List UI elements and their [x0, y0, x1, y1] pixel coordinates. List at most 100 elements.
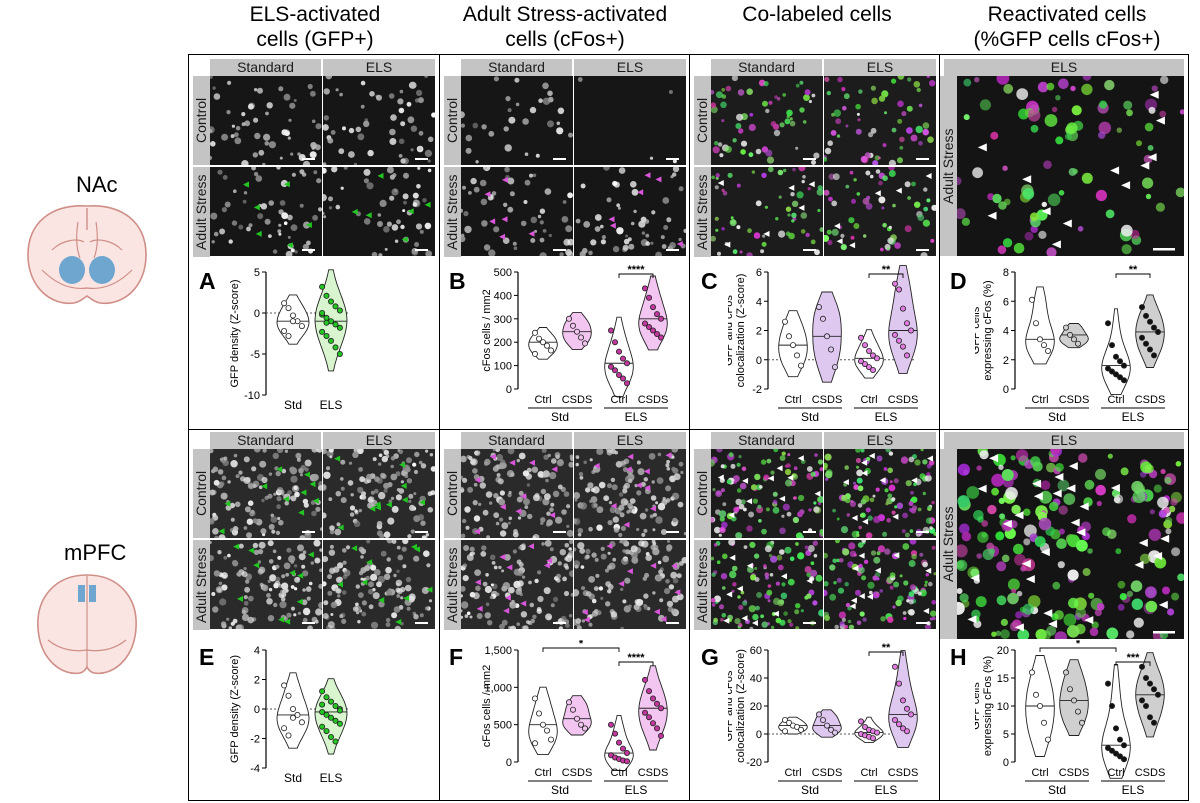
violin-chart-a: GFP density (Z-score)-10 -5 0 5 Std ELS: [229, 267, 350, 412]
data-point: [336, 720, 343, 727]
category-label: Std: [284, 771, 302, 785]
data-point: [332, 321, 339, 328]
data-point: [824, 333, 831, 340]
data-point: [281, 682, 288, 689]
data-point: [1075, 340, 1082, 347]
data-point: [891, 331, 898, 338]
data-point: [1150, 352, 1157, 359]
data-point: [336, 351, 343, 358]
y-tick-label: 0: [506, 757, 512, 769]
data-point: [873, 355, 880, 362]
panel-letter-d: D: [950, 268, 967, 294]
condition-label-adult-stress: Adult Stress: [444, 540, 461, 630]
condition-label-control: Control: [193, 449, 210, 538]
data-point: [323, 292, 330, 299]
data-point: [566, 315, 573, 322]
data-point: [281, 328, 288, 335]
data-point: [532, 740, 539, 747]
data-point: [653, 311, 660, 318]
data-point: [645, 324, 652, 331]
micrograph-grid-adult-stress-activated-nac: Standard ELS Control Adult Stress: [444, 59, 686, 257]
y-tick-label: -10: [244, 390, 260, 402]
micrograph-els-activated-nac-standard-control: [210, 76, 322, 165]
y-tick-label: 100: [494, 361, 512, 373]
data-point: [865, 364, 872, 371]
data-point: [1146, 714, 1153, 721]
data-point: [319, 283, 326, 290]
data-point: [857, 334, 864, 341]
condition-label-control: Control: [694, 449, 711, 538]
category-label: ELS: [320, 771, 343, 785]
y-tick-label: 0: [1003, 384, 1009, 396]
data-point: [657, 334, 664, 341]
data-point: [285, 305, 292, 312]
condition-label-control: Control: [694, 76, 711, 165]
condition-label-standard: Standard: [461, 432, 572, 449]
data-point: [653, 725, 660, 732]
category-label: Ctrl: [1107, 394, 1124, 406]
data-point: [1075, 708, 1082, 715]
data-point: [323, 314, 330, 321]
brain-coronal-mpfc-illustration: [37, 574, 137, 675]
data-point: [891, 717, 898, 724]
condition-label-adult-stress: Adult Stress: [193, 540, 210, 630]
micrograph-grid-els-activated-mpfc: Standard ELS Control Adult Stress: [193, 432, 435, 630]
data-point: [607, 721, 614, 728]
data-point: [285, 333, 292, 340]
data-point: [1120, 377, 1127, 384]
condition-label-control: Control: [193, 76, 210, 165]
y-tick-label: 2: [756, 326, 762, 338]
category-label: CSDS: [562, 767, 593, 779]
violin-chart-b: cFos cells / mm2 0 100 200 300 400 500 Ctrl CSDS…: [481, 264, 668, 424]
data-point: [332, 717, 339, 724]
brain-coronal-nac-illustration: [27, 205, 147, 305]
data-point: [873, 729, 880, 736]
data-point: [532, 695, 539, 702]
data-point: [790, 342, 797, 349]
category-label: CSDS: [888, 767, 919, 779]
condition-label-adult-stress: Adult Stress: [444, 167, 461, 257]
category-label: Ctrl: [534, 394, 551, 406]
data-point: [574, 328, 581, 335]
data-point: [798, 726, 805, 733]
data-point: [623, 758, 630, 765]
panel-letter-b: B: [449, 268, 466, 294]
data-point: [1154, 691, 1161, 698]
data-point: [1071, 697, 1078, 704]
micrograph-adult-stress-activated-nac-standard-control: [461, 76, 573, 165]
data-point: [891, 663, 898, 670]
micrograph-els-activated-mpfc-standard-adult-stress: [210, 540, 322, 629]
micrograph-colabeled-nac-standard-adult-stress: [711, 167, 823, 256]
y-tick-label: 5: [254, 267, 260, 279]
data-point: [832, 364, 839, 371]
significance-label: ****: [627, 264, 645, 276]
data-point: [323, 728, 330, 735]
data-point: [820, 315, 827, 322]
data-point: [649, 695, 656, 702]
data-point: [1154, 329, 1161, 336]
significance-label: **: [882, 642, 891, 654]
y-axis-label: GFP cellsexpressing cFos (%): [975, 656, 994, 756]
category-label: Ctrl: [1031, 394, 1048, 406]
data-point: [615, 372, 622, 379]
data-point: [1150, 719, 1157, 726]
data-point: [290, 318, 297, 325]
violin-chart-d: GFP cellsexpressing cFos (%) 0 2 4 6 8 Ctrl CSD…: [975, 264, 1165, 424]
data-point: [607, 327, 614, 334]
data-point: [857, 718, 864, 725]
y-tick-label: 0: [254, 308, 260, 320]
data-point: [319, 709, 326, 716]
data-point: [319, 688, 326, 695]
data-point: [323, 694, 330, 701]
y-axis-label: cFos cells / mm2: [481, 665, 493, 748]
data-point: [869, 367, 876, 374]
data-point: [782, 717, 789, 724]
y-tick-label: 1,000: [484, 682, 512, 694]
data-point: [1041, 342, 1048, 349]
data-point: [1150, 324, 1157, 331]
data-point: [328, 337, 335, 344]
data-point: [649, 720, 656, 727]
data-point: [1150, 686, 1157, 693]
data-point: [332, 738, 339, 745]
condition-label-standard: Standard: [711, 59, 822, 76]
